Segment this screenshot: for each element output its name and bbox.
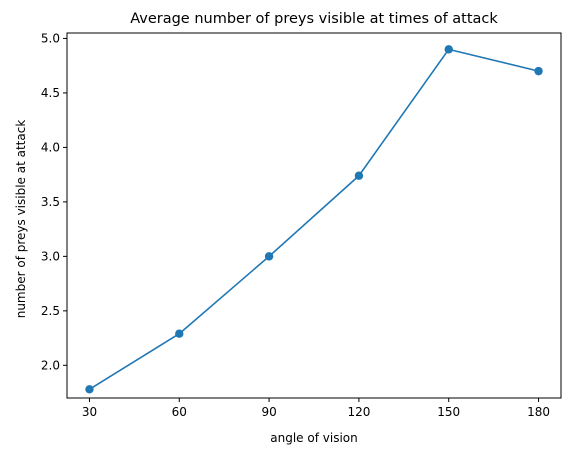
series-layer <box>85 45 543 394</box>
data-point <box>264 252 274 261</box>
data-point <box>354 171 364 180</box>
y-tick-label: 2.5 <box>41 304 60 318</box>
x-tick-label: 150 <box>437 405 460 419</box>
y-tick-label: 2.0 <box>41 358 60 372</box>
data-point <box>85 385 94 394</box>
data-point <box>534 66 543 76</box>
data-point <box>444 45 453 54</box>
y-axis-label: number of preys visible at attack <box>14 120 28 319</box>
y-axis: 2.0 2.5 3.0 3.5 4.0 4.5 5.0 <box>41 31 67 372</box>
y-tick-label: 3.5 <box>41 195 60 209</box>
x-tick-label: 60 <box>172 405 187 419</box>
y-tick-label: 4.0 <box>41 140 60 154</box>
x-tick-label: 120 <box>347 405 370 419</box>
y-tick-label: 4.5 <box>41 86 60 100</box>
x-axis: 30 60 90 120 150 180 <box>82 398 550 419</box>
x-axis-label: angle of vision <box>270 431 357 445</box>
plot-area <box>66 32 562 399</box>
data-point <box>175 329 184 338</box>
y-tick-label: 5.0 <box>41 31 60 45</box>
series-line <box>89 48 539 390</box>
x-tick-label: 30 <box>82 405 97 419</box>
y-tick-label: 3.0 <box>41 249 60 263</box>
plot-frame <box>66 32 562 399</box>
chart-title: Average number of preys visible at times… <box>130 11 498 27</box>
x-tick-label: 180 <box>527 405 550 419</box>
x-tick-label: 90 <box>261 405 276 419</box>
